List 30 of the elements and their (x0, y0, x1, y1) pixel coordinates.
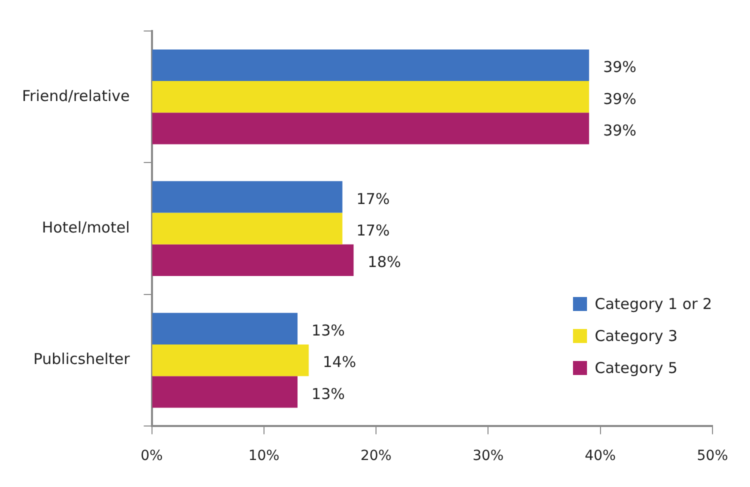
data-label: 39% (603, 121, 636, 140)
data-label: 13% (312, 322, 345, 340)
data-label: 14% (322, 353, 356, 372)
x-tick-label: 20% (360, 448, 392, 464)
x-tick-label: 10% (248, 448, 280, 464)
bar (152, 81, 590, 113)
bar (152, 112, 590, 144)
legend-label: Category 3 (594, 327, 678, 345)
y-tick-label: Hotel/motel (42, 218, 130, 236)
y-tick-label: Friend/relative (22, 86, 130, 105)
bar (152, 376, 298, 408)
data-label: 13% (312, 384, 345, 403)
data-label: 17% (356, 190, 390, 208)
bar (152, 212, 342, 244)
bar (152, 181, 342, 213)
bar (152, 244, 354, 276)
data-label: 39% (603, 58, 636, 76)
bar (152, 344, 309, 376)
y-tick-label: Publicshelter (33, 350, 131, 368)
legend-label: Category 1 or 2 (594, 295, 712, 313)
data-label: 18% (368, 253, 401, 272)
x-tick-label: 0% (140, 448, 163, 464)
data-label: 39% (603, 90, 636, 108)
bar (152, 312, 298, 345)
x-tick-label: 40% (584, 448, 616, 464)
x-tick-label: 50% (696, 448, 728, 464)
legend-label: Category 5 (594, 359, 678, 377)
x-tick-label: 30% (472, 448, 504, 464)
bar (152, 49, 590, 82)
data-label: 17% (356, 221, 390, 240)
